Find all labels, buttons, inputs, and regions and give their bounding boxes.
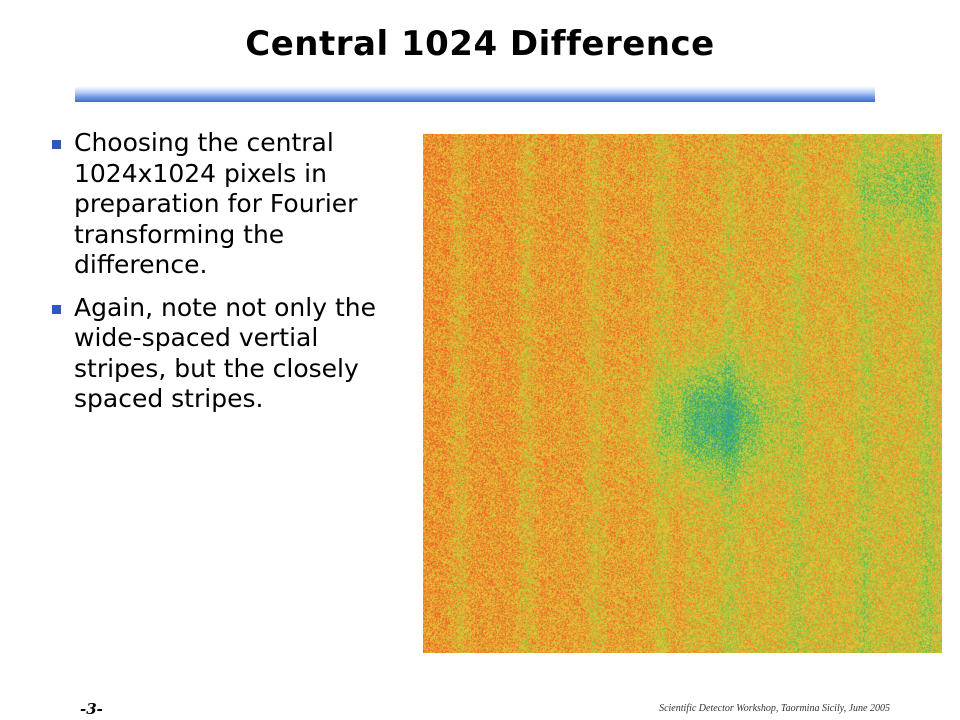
square-bullet-icon bbox=[52, 140, 61, 149]
bullet-item: Choosing the central 1024x1024 pixels in… bbox=[50, 128, 405, 281]
bullet-text: Choosing the central 1024x1024 pixels in… bbox=[74, 128, 358, 279]
difference-image-canvas bbox=[423, 134, 942, 653]
slide-title: Central 1024 Difference bbox=[245, 24, 715, 64]
bullet-text: Again, note not only the wide-spaced ver… bbox=[74, 292, 376, 414]
square-bullet-icon bbox=[52, 304, 61, 314]
footer-credit: Scientific Detector Workshop, Taormina S… bbox=[659, 703, 890, 714]
page-number: -3- bbox=[80, 700, 103, 718]
difference-image bbox=[423, 134, 942, 653]
bullet-item: Again, note not only the wide-spaced ver… bbox=[50, 293, 405, 415]
title-underline-bar bbox=[75, 86, 875, 102]
bullet-list: Choosing the central 1024x1024 pixels in… bbox=[50, 128, 405, 427]
